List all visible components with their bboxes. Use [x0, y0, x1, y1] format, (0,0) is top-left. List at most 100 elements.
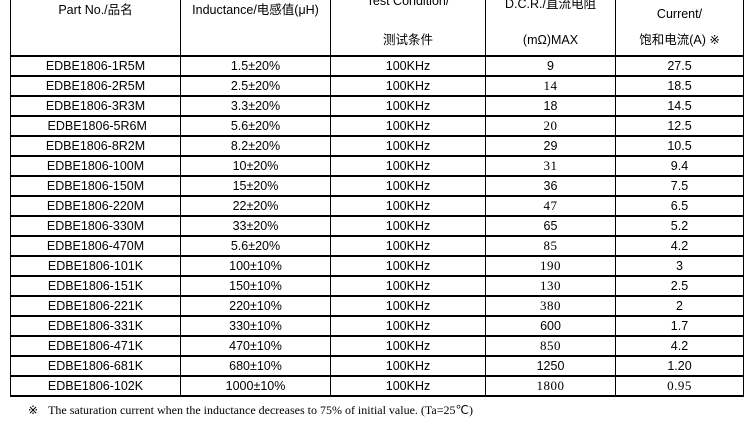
- dcr-value: 9: [547, 59, 554, 73]
- inductance-value: 330±10%: [229, 319, 282, 333]
- dcr-value: 31: [543, 158, 558, 173]
- part-no-cell: EDBE1806-1R5M: [10, 55, 181, 77]
- current-value: 1.20: [667, 359, 692, 373]
- test-condition-value: 100KHz: [385, 59, 431, 73]
- test-condition-cell: 100KHz: [330, 75, 486, 97]
- current-cell: 1.20: [615, 355, 744, 377]
- test-condition-cell: 100KHz: [330, 95, 486, 117]
- dcr-cell: 14: [485, 75, 616, 97]
- inductance-value: 3.3±20%: [230, 99, 281, 113]
- test-condition-value: 100KHz: [385, 159, 431, 173]
- inductance-value: 150±10%: [229, 279, 282, 293]
- inductor-spec-table: Part No./品名 Inductance/电感值(μH) Test Cond…: [10, 0, 744, 397]
- inductance-value: 8.2±20%: [230, 139, 281, 153]
- part-no-cell: EDBE1806-470M: [10, 235, 181, 257]
- table-row: EDBE1806-471K 470±10% 100KHz 850 4.2: [10, 335, 744, 357]
- part-no-cell: EDBE1806-101K: [10, 255, 181, 277]
- inductance-cell: 150±10%: [180, 275, 331, 297]
- part-no-cell: EDBE1806-100M: [10, 155, 181, 177]
- current-cell: 10.5: [615, 135, 744, 157]
- test-condition-value: 100KHz: [385, 319, 431, 333]
- current-cell: 2.5: [615, 275, 744, 297]
- inductance-cell: 8.2±20%: [180, 135, 331, 157]
- test-condition-value: 100KHz: [385, 359, 431, 373]
- current-value: 4.2: [670, 239, 689, 253]
- test-condition-cell: 100KHz: [330, 315, 486, 337]
- part-no-value: EDBE1806-5R6M: [44, 119, 147, 133]
- current-cell: 27.5: [615, 55, 744, 77]
- part-no-cell: EDBE1806-221K: [10, 295, 181, 317]
- part-no-value: EDBE1806-330M: [46, 219, 145, 233]
- current-cell: 5.2: [615, 215, 744, 237]
- table-row: EDBE1806-470M 5.6±20% 100KHz 85 4.2: [10, 235, 744, 257]
- test-condition-value: 100KHz: [385, 339, 431, 353]
- current-cell: 1.7: [615, 315, 744, 337]
- inductance-cell: 220±10%: [180, 295, 331, 317]
- test-condition-value: 100KHz: [385, 379, 431, 393]
- col-header-dcr-label: D.C.R./直流电阻: [505, 0, 596, 11]
- dcr-cell: 850: [485, 335, 616, 357]
- table-row: EDBE1806-5R6M 5.6±20% 100KHz 20 12.5: [10, 115, 744, 137]
- footnote-text: The saturation current when the inductan…: [48, 403, 473, 417]
- current-value: 9.4: [670, 159, 689, 173]
- col-header-test-condition-label-cn: 测试条件: [382, 33, 433, 47]
- inductance-cell: 5.6±20%: [180, 235, 331, 257]
- col-header-dcr: D.C.R./直流电阻 (mΩ)MAX: [485, 0, 616, 57]
- test-condition-value: 100KHz: [385, 259, 431, 273]
- table-row: EDBE1806-100M 10±20% 100KHz 31 9.4: [10, 155, 744, 177]
- current-value: 12.5: [667, 119, 692, 133]
- current-value: 7.5: [670, 179, 689, 193]
- part-no-cell: EDBE1806-150M: [10, 175, 181, 197]
- col-header-test-condition: Test Condition/ 测试条件: [330, 0, 486, 57]
- reference-mark-icon: ※: [28, 403, 39, 417]
- test-condition-cell: 100KHz: [330, 255, 486, 277]
- part-no-value: EDBE1806-8R2M: [45, 139, 146, 153]
- col-header-current-label: Current/: [656, 7, 703, 21]
- table-row: EDBE1806-331K 330±10% 100KHz 600 1.7: [10, 315, 744, 337]
- test-condition-cell: 100KHz: [330, 195, 486, 217]
- test-condition-cell: 100KHz: [330, 235, 486, 257]
- dcr-value: 600: [540, 319, 561, 333]
- dcr-value: 14: [543, 78, 558, 93]
- test-condition-cell: 100KHz: [330, 275, 486, 297]
- part-no-cell: EDBE1806-102K: [10, 375, 181, 397]
- part-no-value: EDBE1806-3R3M: [45, 99, 146, 113]
- table-row: EDBE1806-1R5M 1.5±20% 100KHz 9 27.5: [10, 55, 744, 77]
- table-row: EDBE1806-221K 220±10% 100KHz 380 2: [10, 295, 744, 317]
- dcr-value: 190: [540, 258, 561, 273]
- dcr-cell: 130: [485, 275, 616, 297]
- current-value: 1.7: [670, 319, 689, 333]
- part-no-value: EDBE1806-150M: [46, 179, 145, 193]
- test-condition-value: 100KHz: [385, 279, 431, 293]
- current-cell: 7.5: [615, 175, 744, 197]
- current-cell: 2: [615, 295, 744, 317]
- dcr-value: 29: [543, 139, 558, 153]
- inductance-value: 15±20%: [232, 179, 279, 193]
- test-condition-value: 100KHz: [385, 79, 431, 93]
- part-no-cell: EDBE1806-151K: [10, 275, 181, 297]
- part-no-cell: EDBE1806-471K: [10, 335, 181, 357]
- inductance-cell: 1000±10%: [180, 375, 331, 397]
- part-no-cell: EDBE1806-330M: [10, 215, 181, 237]
- test-condition-cell: 100KHz: [330, 375, 486, 397]
- table-row: EDBE1806-102K 1000±10% 100KHz 1800 0.95: [10, 375, 744, 397]
- dcr-value: 36: [543, 179, 558, 193]
- inductance-value: 10±20%: [232, 159, 279, 173]
- inductance-cell: 330±10%: [180, 315, 331, 337]
- part-no-value: EDBE1806-221K: [47, 299, 144, 313]
- col-header-inductance-label: Inductance/电感值(μH): [192, 3, 319, 17]
- inductance-value: 1.5±20%: [230, 59, 281, 73]
- test-condition-cell: 100KHz: [330, 215, 486, 237]
- inductance-cell: 100±10%: [180, 255, 331, 277]
- inductance-value: 1000±10%: [225, 379, 286, 393]
- dcr-cell: 36: [485, 175, 616, 197]
- test-condition-value: 100KHz: [385, 199, 431, 213]
- current-value: 4.2: [670, 339, 689, 353]
- dcr-cell: 9: [485, 55, 616, 77]
- test-condition-value: 100KHz: [385, 179, 431, 193]
- inductance-value: 5.6±20%: [230, 119, 281, 133]
- inductance-value: 22±20%: [232, 199, 279, 213]
- part-no-value: EDBE1806-102K: [47, 379, 144, 393]
- col-header-current: Current/ 饱和电流(A) ※: [615, 0, 744, 57]
- inductance-value: 2.5±20%: [230, 79, 281, 93]
